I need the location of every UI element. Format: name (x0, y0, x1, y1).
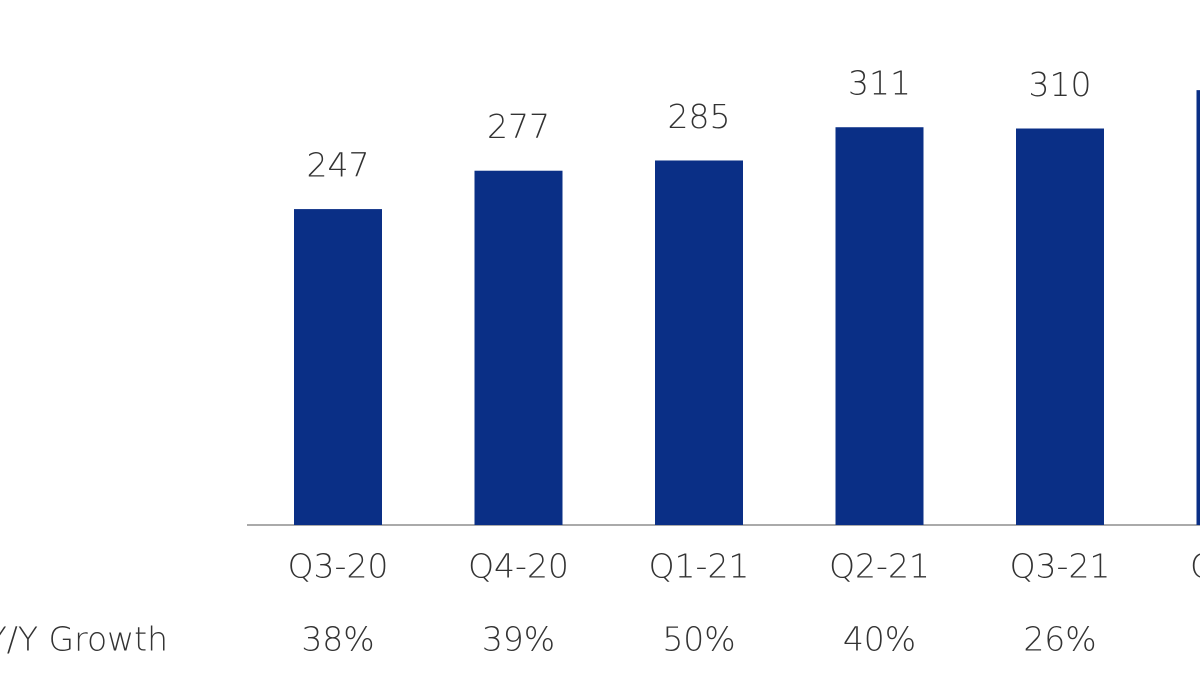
growth-label: 39% (482, 620, 555, 659)
value-label: 311 (848, 64, 911, 103)
x-tick-label: Q3-21 (1010, 547, 1111, 586)
bar (655, 160, 743, 526)
x-tick-label: Q2-21 (829, 547, 930, 586)
growth-label: 38% (301, 620, 374, 659)
value-label: 310 (1029, 65, 1092, 104)
growth-label: 50% (662, 620, 735, 659)
growth-label: 26% (1023, 620, 1096, 659)
value-label: 277 (487, 107, 550, 146)
row-label: Y/Y Growth (0, 620, 168, 659)
x-tick-label: Q3-20 (288, 547, 389, 586)
x-tick-label: Q4-21 (1190, 547, 1200, 586)
bar (1016, 128, 1104, 525)
value-label: 247 (307, 146, 370, 185)
x-tick-label: Q4-20 (468, 547, 569, 586)
bar (1196, 90, 1200, 525)
x-tick-label: Q1-21 (649, 547, 750, 586)
bar (474, 170, 563, 526)
value-label: 285 (668, 97, 731, 136)
growth-label: 40% (843, 620, 916, 659)
bar (835, 127, 924, 525)
bar (294, 209, 382, 525)
